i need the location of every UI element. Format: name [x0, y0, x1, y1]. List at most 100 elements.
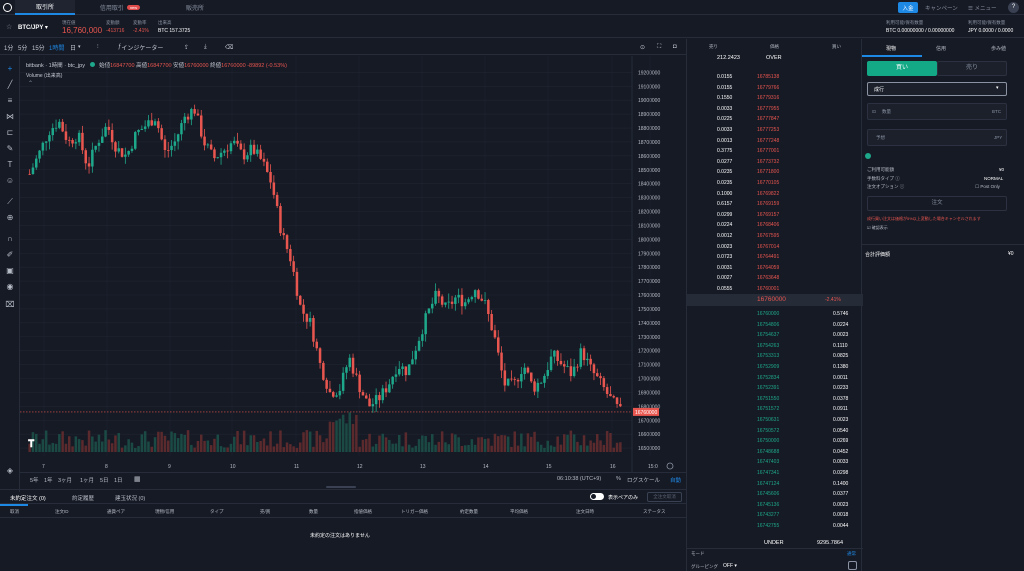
auto-scale-toggle[interactable]: 自動	[670, 478, 682, 484]
ask-row[interactable]: 0.0033 16777253	[687, 125, 863, 135]
order-type-select[interactable]: 成行 ▾	[867, 82, 1007, 96]
ask-row[interactable]: 0.0031 16764059	[687, 263, 863, 273]
range-1y[interactable]: 1年	[44, 478, 53, 484]
trendline-icon[interactable]: ╱	[7, 80, 13, 89]
tab-spot[interactable]: 現物	[886, 46, 897, 52]
pattern-icon[interactable]: ⋈	[6, 112, 14, 121]
grouping-select[interactable]: OFF ▾	[723, 563, 737, 569]
download-icon[interactable]: ⤓	[204, 43, 207, 50]
ask-row[interactable]: 0.6157 16769159	[687, 199, 863, 209]
brush-icon[interactable]: ✎	[6, 144, 14, 153]
campaign-link[interactable]: キャンペーン	[925, 6, 958, 12]
pencil-lock-icon[interactable]: ✐	[6, 250, 14, 259]
cancel-all-button[interactable]: 全注文取消	[647, 492, 682, 502]
bid-row[interactable]: 16745136 0.0023	[687, 500, 863, 510]
ask-row[interactable]: 0.0012 16767595	[687, 231, 863, 241]
bid-row[interactable]: 16751572 0.0911	[687, 404, 863, 414]
bid-row[interactable]: 16754806 0.0224	[687, 320, 863, 330]
bid-row[interactable]: 16760000 0.5746	[687, 309, 863, 319]
bid-row[interactable]: 16747124 0.1400	[687, 479, 863, 489]
bid-row[interactable]: 16748688 0.0452	[687, 447, 863, 457]
tab-store[interactable]: 販売所	[185, 6, 204, 12]
bid-row[interactable]: 16750631 0.0023	[687, 415, 863, 425]
ask-row[interactable]: 0.0027 16763648	[687, 273, 863, 283]
fullscreen-icon[interactable]: ⛶	[657, 43, 662, 50]
camera-icon[interactable]: ◘	[673, 44, 677, 50]
ask-row[interactable]: 0.0299 16769157	[687, 210, 863, 220]
range-1m[interactable]: 1ヶ月	[80, 478, 95, 484]
magnet-icon[interactable]: ∩	[7, 234, 13, 243]
ask-row[interactable]: 0.3775 16777001	[687, 146, 863, 156]
indicator-button[interactable]: ƒ インジケーター	[118, 39, 163, 55]
layers-icon[interactable]: ◈	[6, 466, 14, 475]
ask-row[interactable]: 0.0155 16785138	[687, 72, 863, 82]
interval-1h[interactable]: 1時間	[49, 45, 65, 52]
grouping-settings-icon[interactable]	[848, 561, 857, 570]
bid-row[interactable]: 16750572 0.0540	[687, 426, 863, 436]
slider-handle[interactable]	[865, 153, 871, 159]
tab-open-orders[interactable]: 未約定注文 (0)	[10, 496, 46, 502]
upload-icon[interactable]: ⇪	[184, 44, 190, 51]
pair-selector[interactable]: BTC/JPY ▾	[18, 24, 48, 31]
ask-row[interactable]: 0.0224 16768406	[687, 220, 863, 230]
ask-row[interactable]: 0.1550 16779316	[687, 93, 863, 103]
range-1d[interactable]: 1日	[114, 478, 123, 484]
ask-row[interactable]: 0.0013 16777248	[687, 136, 863, 146]
interval-dropdown-icon[interactable]: ▾	[78, 44, 81, 50]
zoom-icon[interactable]: ⊙	[640, 44, 646, 51]
quantity-input[interactable]: ⊡ 数量 BTC	[867, 103, 1007, 120]
bid-row[interactable]: 16743277 0.0018	[687, 510, 863, 520]
ask-row[interactable]: 0.0033 16777955	[687, 104, 863, 114]
bid-row[interactable]: 16751550 0.0378	[687, 394, 863, 404]
collapse-legend-icon[interactable]: ⌃	[28, 81, 34, 87]
bid-row[interactable]: 16747341 0.0298	[687, 468, 863, 478]
ask-row[interactable]: 0.0023 16767014	[687, 242, 863, 252]
ask-row[interactable]: 0.0235 16771800	[687, 167, 863, 177]
deposit-button[interactable]: 入金	[898, 2, 918, 13]
eye-icon[interactable]: ◉	[6, 282, 14, 291]
resize-handle[interactable]	[326, 486, 356, 488]
crosshair-icon[interactable]: +	[7, 64, 13, 73]
ruler-icon[interactable]: ⟋	[7, 197, 13, 206]
bid-row[interactable]: 16753313 0.0825	[687, 351, 863, 361]
ask-row[interactable]: 0.1000 16769822	[687, 189, 863, 199]
bid-row[interactable]: 16750000 0.0269	[687, 436, 863, 446]
zoom-in-icon[interactable]: ⊕	[6, 213, 14, 222]
interval-1m[interactable]: 1分	[4, 45, 14, 52]
tab-margin[interactable]: 信用取引 new	[85, 0, 155, 15]
bid-row[interactable]: 16752834 0.0011	[687, 373, 863, 383]
submit-order-button[interactable]: 注文	[867, 196, 1007, 211]
bid-row[interactable]: 16754637 0.0023	[687, 330, 863, 340]
settings-gear-icon[interactable]	[666, 462, 674, 470]
interval-day[interactable]: 日	[70, 45, 77, 52]
interval-15m[interactable]: 15分	[32, 45, 45, 52]
favorite-star-icon[interactable]: ☆	[6, 24, 13, 31]
bid-row[interactable]: 16747403 0.0033	[687, 457, 863, 467]
measure-icon[interactable]: ⊏	[6, 128, 14, 137]
ask-row[interactable]: 0.0555 16760001	[687, 284, 863, 294]
sell-tab[interactable]: 売り	[937, 61, 1007, 76]
calendar-icon[interactable]: ▦	[134, 476, 141, 483]
bid-row[interactable]: 16754263 0.1110	[687, 341, 863, 351]
emoji-icon[interactable]: ☺	[5, 176, 15, 185]
confirm-checkbox[interactable]: ☑ 確認表示	[867, 225, 888, 231]
trash-icon[interactable]: ⌧	[5, 300, 15, 309]
bid-row[interactable]: 16752391 0.0233	[687, 383, 863, 393]
tab-trades[interactable]: 歩み値	[991, 46, 1007, 52]
utc-clock[interactable]: 06:10:38 (UTC+9)	[557, 476, 602, 482]
buy-tab[interactable]: 買い	[867, 61, 937, 76]
chart-type-icon[interactable]: ⫶	[97, 43, 99, 50]
price-chart[interactable]: bitbank · 1時間 · btc_jpy 始値16847700 高値168…	[20, 56, 686, 472]
help-icon[interactable]: ?	[1008, 2, 1019, 13]
ask-row[interactable]: 0.0235 16770105	[687, 178, 863, 188]
percent-toggle[interactable]: %	[616, 476, 621, 482]
pair-only-toggle[interactable]	[590, 493, 604, 500]
tab-exchange[interactable]: 取引所	[15, 0, 75, 15]
ask-row[interactable]: 0.0723 16764491	[687, 252, 863, 262]
fib-icon[interactable]: ≡	[7, 96, 13, 105]
text-icon[interactable]: T	[7, 160, 13, 169]
eraser-icon[interactable]: ⌫	[225, 44, 234, 51]
price-input[interactable]: 予想 JPY	[867, 129, 1007, 146]
mode-value[interactable]: 通常	[847, 551, 856, 556]
ask-row[interactable]: 0.0155 16779766	[687, 83, 863, 93]
